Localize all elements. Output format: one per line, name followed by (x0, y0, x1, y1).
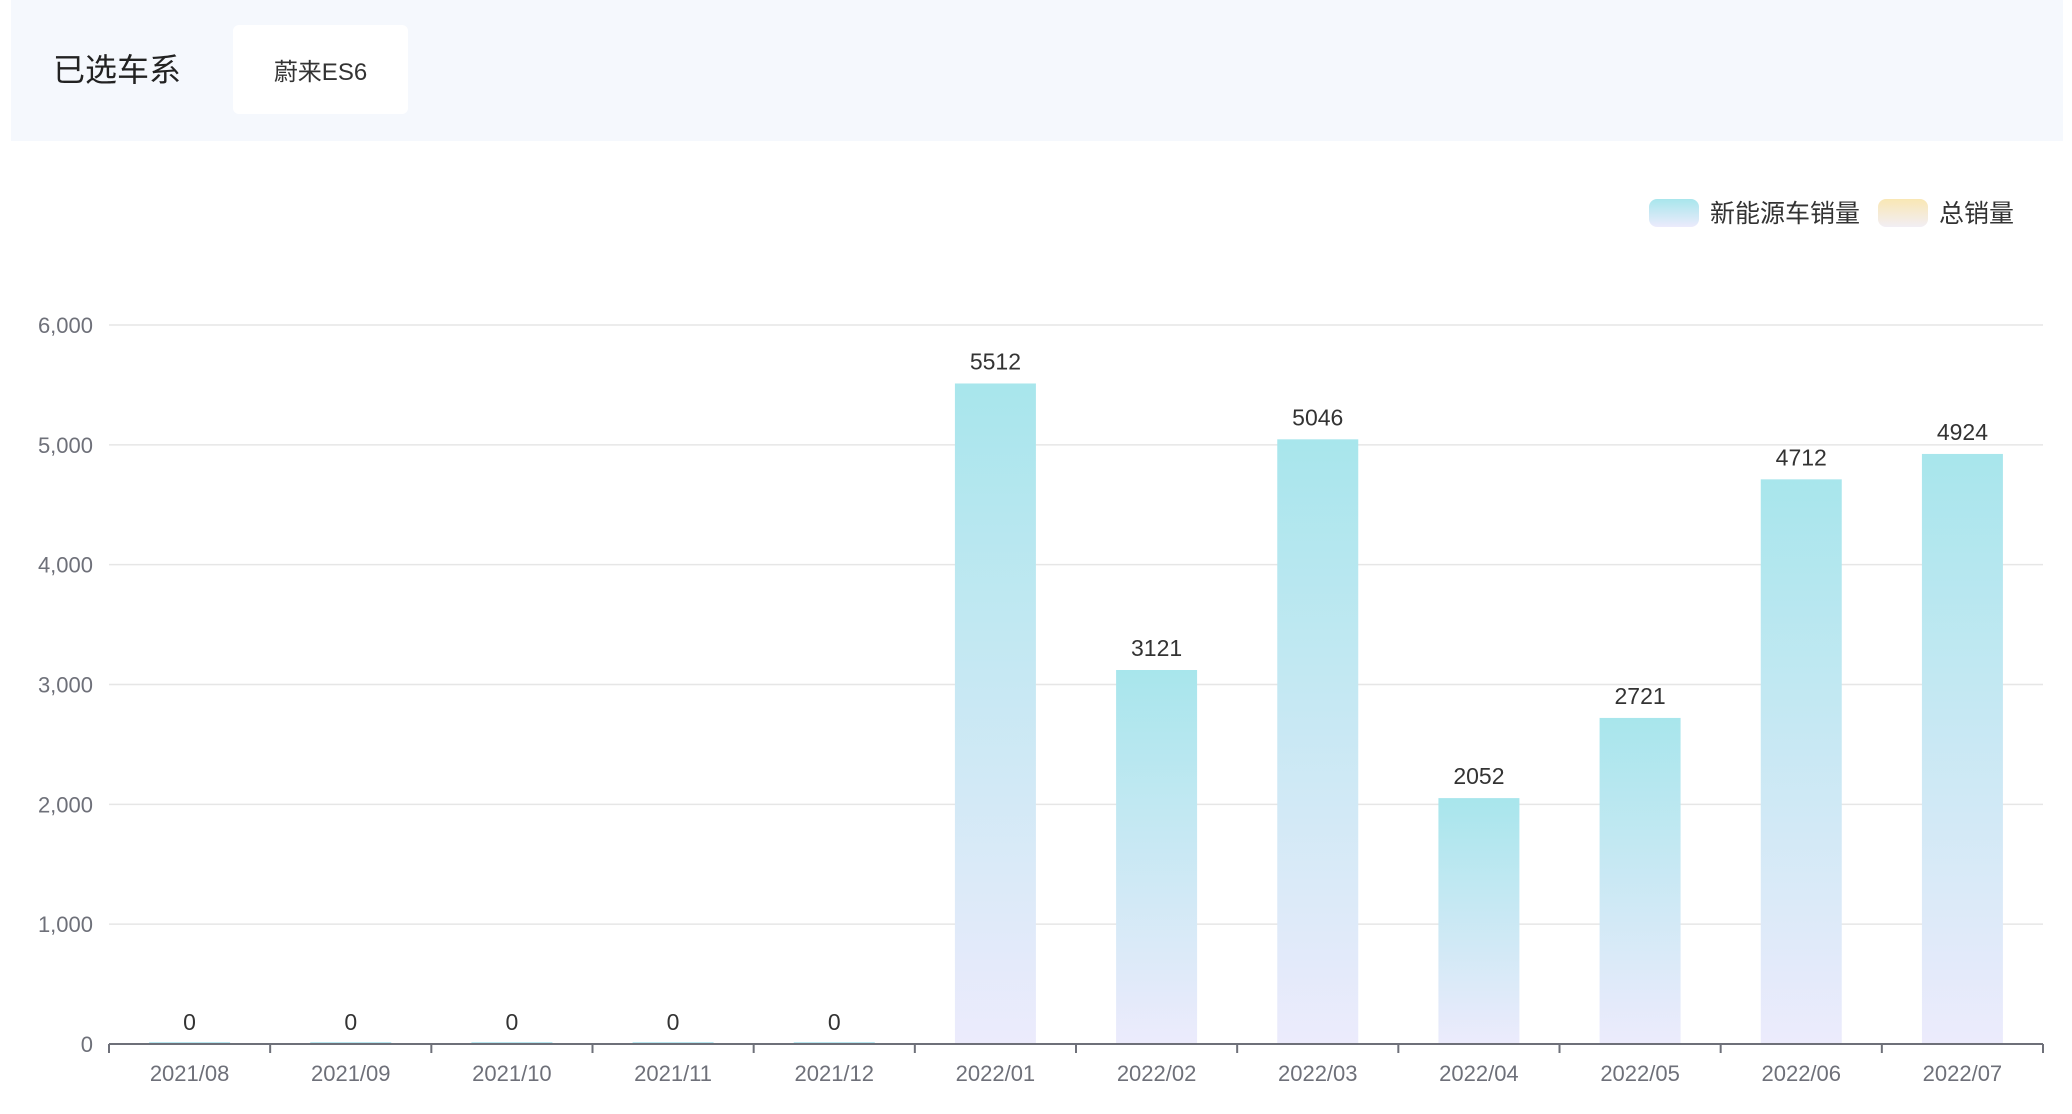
y-tick-label: 0 (81, 1032, 93, 1057)
x-tick-label: 2022/02 (1117, 1061, 1197, 1086)
sales-bar-chart: 0 1,000 2,000 3,000 4,000 5,000 6,000 0 0 0 0 0 551… (0, 141, 2072, 1114)
legend-swatch (1878, 199, 1928, 227)
legend: 新能源车销量 总销量 (1649, 199, 2014, 228)
bar-value-label: 5512 (970, 348, 1021, 374)
filter-label: 已选车系 (53, 52, 182, 88)
y-tick-label: 2,000 (38, 792, 93, 817)
bar-value-label: 0 (344, 1009, 357, 1035)
x-tick-label: 2022/04 (1439, 1061, 1519, 1086)
x-tick-label: 2022/07 (1923, 1061, 2003, 1086)
x-tick-label: 2021/10 (472, 1061, 552, 1086)
legend-item-nev-sales[interactable]: 新能源车销量 (1649, 199, 1860, 228)
x-tick-label: 2021/08 (150, 1061, 230, 1086)
bar-value-label: 5046 (1292, 404, 1343, 430)
bar-value-labels: 0 0 0 0 0 5512 3121 5046 2052 2721 4712 4924 (183, 348, 1988, 1035)
bar-2022-06[interactable] (1760, 479, 1842, 1044)
bar-2022-02[interactable] (1116, 670, 1198, 1044)
legend-item-total-sales[interactable]: 总销量 (1878, 199, 2014, 228)
x-tick-label: 2022/01 (956, 1061, 1036, 1086)
bar-2022-03[interactable] (1277, 439, 1359, 1044)
y-axis-tick-labels: 0 1,000 2,000 3,000 4,000 5,000 6,000 (38, 313, 93, 1057)
x-tick-label: 2022/05 (1600, 1061, 1680, 1086)
legend-label: 新能源车销量 (1710, 200, 1860, 228)
bar-2022-01[interactable] (954, 383, 1036, 1045)
x-tick-label: 2021/12 (794, 1061, 874, 1086)
bar-value-label: 0 (183, 1009, 196, 1035)
y-tick-label: 4,000 (38, 553, 93, 578)
x-tick-label: 2021/09 (311, 1061, 391, 1086)
bar-2022-07[interactable] (1921, 453, 2003, 1044)
y-tick-label: 3,000 (38, 673, 93, 698)
x-axis: 2021/08 2021/09 2021/10 2021/11 2021/12 2022/… (108, 1043, 2044, 1086)
chart-svg: 0 1,000 2,000 3,000 4,000 5,000 6,000 0 0 0 0 0 551… (38, 199, 2044, 1086)
bar-value-label: 0 (506, 1009, 519, 1035)
bar-value-label: 3121 (1131, 635, 1182, 661)
legend-swatch (1649, 199, 1699, 227)
bar-value-label: 0 (667, 1009, 680, 1035)
x-tick-label: 2022/06 (1761, 1061, 1841, 1086)
bar-value-label: 2721 (1614, 683, 1665, 709)
bar-2022-04[interactable] (1438, 798, 1520, 1044)
x-tick-label: 2022/03 (1278, 1061, 1358, 1086)
bar-value-label: 4712 (1776, 444, 1827, 470)
grid-lines (109, 324, 2043, 925)
series-chip[interactable]: 蔚来ES6 (233, 25, 408, 114)
legend-label: 总销量 (1939, 200, 2014, 228)
bar-2022-05[interactable] (1599, 717, 1681, 1044)
bars (149, 383, 2003, 1045)
x-tick-label: 2021/11 (634, 1061, 712, 1086)
y-tick-label: 5,000 (38, 433, 93, 458)
bar-value-label: 2052 (1453, 763, 1504, 789)
bar-value-label: 0 (828, 1009, 841, 1035)
bar-value-label: 4924 (1937, 419, 1988, 445)
selected-series-filter-bar: 已选车系 蔚来ES6 (11, 0, 2063, 141)
y-tick-label: 1,000 (38, 912, 93, 937)
y-tick-label: 6,000 (38, 313, 93, 338)
